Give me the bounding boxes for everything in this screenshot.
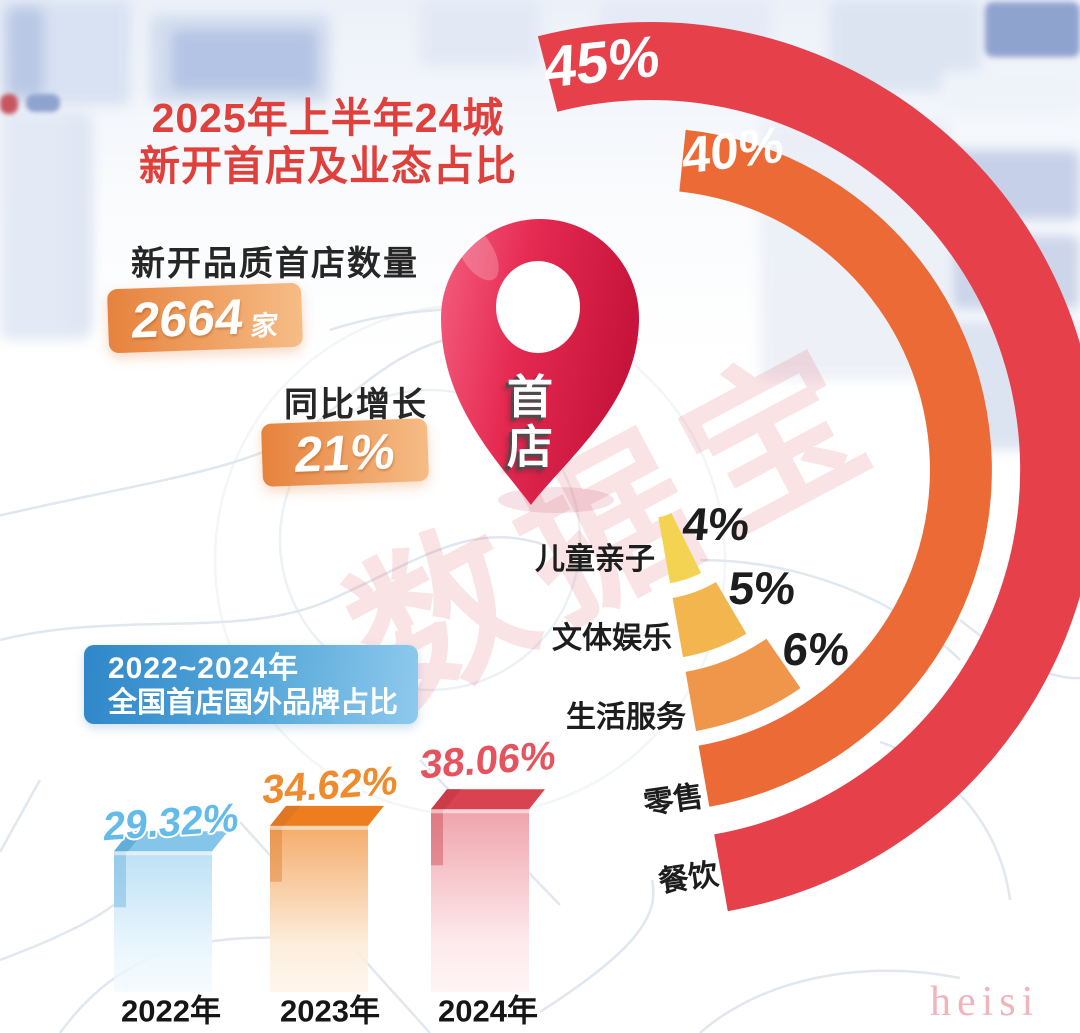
- bg-shelf-shape: [26, 94, 60, 112]
- pin-label: 首店: [507, 371, 553, 473]
- bar-2: [431, 789, 545, 992]
- arc-category-culture-entertainment: 文体娱乐: [552, 622, 672, 655]
- bar-chart-title-line2: 全国首店国外品牌占比: [108, 687, 399, 719]
- yoy-growth-label: 同比增长: [284, 386, 428, 424]
- arc-ring-1: [679, 129, 992, 807]
- arc-ring-2: [685, 638, 801, 731]
- bg-shelf-shape: [420, 0, 540, 66]
- arc-ring-chart: [537, 22, 1080, 912]
- page-title-line1: 2025年上半年24城: [151, 95, 505, 141]
- arc-value-label-culture-entertainment: 5%: [726, 562, 798, 614]
- arc-ring-4: [658, 513, 702, 584]
- bg-shelf-shape: [940, 70, 1080, 110]
- bg-shelf-shape: [8, 8, 44, 96]
- arc-category-catering: 餐饮: [656, 857, 721, 899]
- bg-shelf-shape: [68, 120, 90, 330]
- arc-value-label-life-services: 6%: [780, 623, 852, 675]
- first-store-count-banner: 2664 家: [106, 282, 304, 354]
- bar-value-label-2024: 38.06%: [418, 733, 558, 788]
- bar-chart: [114, 789, 545, 992]
- arc-value-label-catering: 45%: [543, 23, 661, 101]
- first-store-count-label: 新开品质首店数量: [131, 245, 419, 283]
- page-title: 2025年上半年24城 新开首店及业态占比: [100, 94, 556, 191]
- corner-watermark: heisi: [930, 979, 1040, 1025]
- arc-ring-0: [537, 22, 1080, 912]
- bar-value-label-2023: 34.62%: [260, 758, 400, 813]
- page-title-line2: 新开首店及业态占比: [139, 143, 517, 190]
- yoy-growth-banner: 21%: [260, 418, 430, 487]
- bg-shelf-shape: [985, 2, 1080, 57]
- bar-axis-label-2022: 2022年: [121, 993, 221, 1029]
- bar-chart-title-banner: 2022~2024年 全国首店国外品牌占比: [84, 645, 418, 724]
- arc-category-children-parenting: 儿童亲子: [535, 543, 655, 576]
- bar-chart-title-line1: 2022~2024年: [108, 652, 299, 685]
- yoy-growth-value: 21%: [292, 422, 398, 483]
- bar-axis-label-2023: 2023年: [280, 993, 380, 1029]
- bg-shelf-shape: [172, 30, 317, 90]
- arc-category-retail: 零售: [641, 779, 706, 821]
- first-store-count-value: 2664: [129, 288, 247, 349]
- arc-category-life-services: 生活服务: [566, 701, 686, 734]
- arc-value-label-children-parenting: 4%: [680, 498, 752, 550]
- bar-1: [270, 805, 384, 992]
- arc-ring-3: [672, 582, 747, 658]
- bg-shelf-shape: [0, 94, 18, 114]
- bar-0: [114, 831, 228, 992]
- location-pin-icon: [441, 219, 639, 513]
- bar-axis-label-2024: 2024年: [438, 993, 538, 1029]
- first-store-count-unit: 家: [248, 309, 280, 341]
- bar-value-label-2022: 29.32%: [101, 795, 241, 850]
- arc-value-label-retail: 40%: [681, 115, 785, 185]
